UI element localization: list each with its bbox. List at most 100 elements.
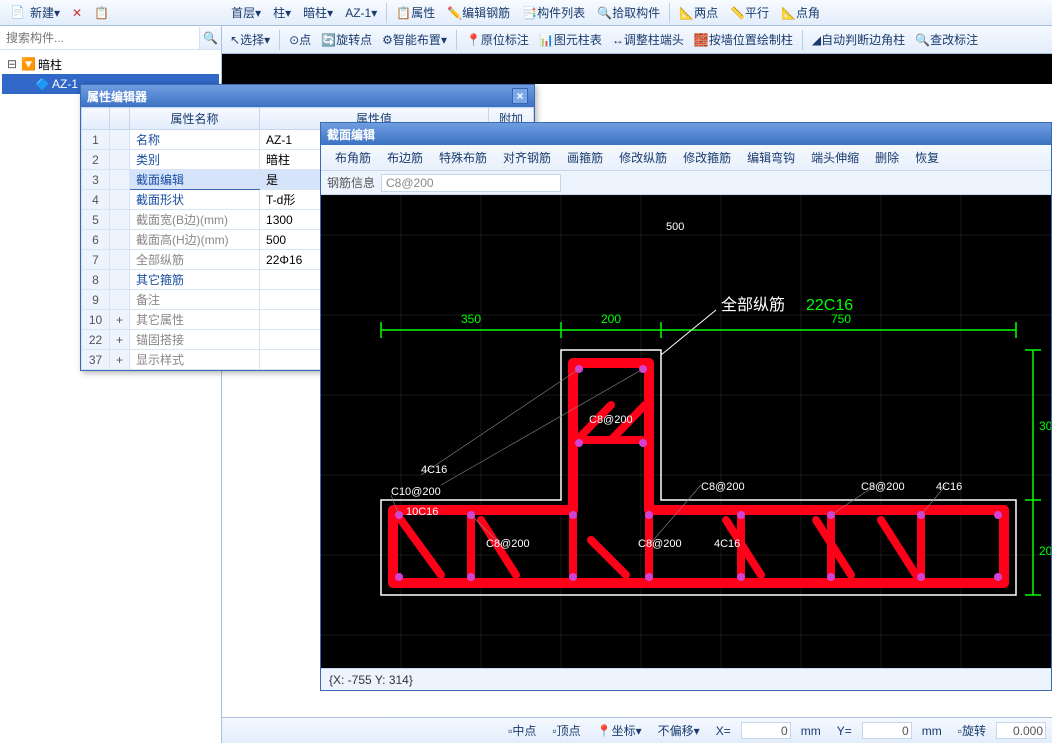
rebar-info-input[interactable] [381, 174, 561, 192]
origin-note-button[interactable]: 📍原位标注 [462, 29, 533, 51]
level-dropdown[interactable]: 首层 ▾ [225, 2, 267, 24]
top-toolbar: 📄 新建▾ ✕ 📋 首层 ▾ 柱 ▾ 暗柱 ▾ AZ-1 ▾ 📋属性 ✏️编辑钢… [0, 0, 1052, 26]
level-label: 首层 [231, 4, 255, 21]
canvas-strip [222, 54, 1052, 84]
modify-note-button[interactable]: 🔍查改标注 [911, 29, 982, 51]
point-angle-button[interactable]: 📐点角 [775, 2, 826, 24]
offset-label: 不偏移 [658, 722, 694, 739]
adjust-end-label: 调整柱端头 [624, 31, 684, 48]
svg-text:C8@200: C8@200 [589, 414, 633, 426]
svg-text:4C16: 4C16 [714, 538, 740, 550]
section-menu-item[interactable]: 特殊布筋 [431, 149, 495, 166]
section-menu-item[interactable]: 端头伸缩 [803, 149, 867, 166]
smart-label: 智能布置 [393, 31, 441, 48]
x-unit: mm [795, 724, 827, 738]
point-angle-label: 点角 [796, 4, 820, 21]
svg-text:C8@200: C8@200 [861, 481, 905, 493]
coord-toggle[interactable]: 📍坐标▾ [591, 722, 648, 739]
status-bar: ▫中点 ▫顶点 📍坐标▾ 不偏移 ▾ X= mm Y= mm ▫旋转 [222, 717, 1052, 743]
angle-input[interactable] [996, 722, 1046, 739]
delete-icon[interactable]: ✕ [66, 2, 88, 24]
property-label: 属性 [411, 4, 435, 21]
parallel-label: 平行 [745, 4, 769, 21]
tree-child-label: AZ-1 [52, 77, 78, 91]
svg-text:C8@200: C8@200 [701, 481, 745, 493]
svg-text:C10@200: C10@200 [391, 486, 441, 498]
svg-text:750: 750 [831, 312, 851, 326]
section-title-bar[interactable]: 截面编辑 [321, 123, 1051, 145]
tree-parent-row[interactable]: ⊟ 🔽 暗柱 [2, 54, 219, 74]
wall-draw-button[interactable]: 🧱按墙位置绘制柱 [690, 29, 797, 51]
svg-text:30: 30 [1039, 419, 1051, 433]
offset-dropdown[interactable]: 不偏移 ▾ [652, 722, 706, 739]
select-button[interactable]: ↖选择▾ [226, 29, 274, 51]
search-input[interactable] [0, 27, 199, 49]
pick-button[interactable]: 🔍拾取构件 [591, 2, 666, 24]
midpoint-label: 中点 [512, 722, 536, 739]
adjust-end-button[interactable]: ↔调整柱端头 [608, 29, 688, 51]
two-point-button[interactable]: 📐两点 [673, 2, 724, 24]
expand-icon[interactable]: ⊟ [6, 57, 18, 71]
new-icon: 📄 [10, 5, 26, 21]
cursor-coords: {X: -755 Y: 314} [329, 673, 413, 687]
property-button[interactable]: 📋属性 [390, 2, 441, 24]
section-editor-dialog: 截面编辑 布角筋布边筋特殊布筋对齐钢筋画箍筋修改纵筋修改箍筋编辑弯钩端头伸缩删除… [320, 122, 1052, 691]
header-name: 属性名称 [130, 108, 260, 130]
svg-text:10C16: 10C16 [406, 506, 438, 518]
tu-unit-button[interactable]: 📊图元柱表 [535, 29, 606, 51]
midpoint-toggle[interactable]: ▫中点 [502, 722, 542, 739]
parallel-button[interactable]: 📏平行 [724, 2, 775, 24]
section-menu-item[interactable]: 布边筋 [379, 149, 431, 166]
smart-button[interactable]: ⚙智能布置▾ [378, 29, 451, 51]
section-menu-item[interactable]: 对齐钢筋 [495, 149, 559, 166]
section-menu: 布角筋布边筋特殊布筋对齐钢筋画箍筋修改纵筋修改箍筋编辑弯钩端头伸缩删除恢复 [321, 145, 1051, 171]
svg-text:500: 500 [666, 221, 684, 233]
filter-icon: 🔽 [21, 57, 35, 71]
tree-parent-label: 暗柱 [38, 56, 62, 73]
copy-icon[interactable]: 📋 [88, 2, 115, 24]
svg-text:C8@200: C8@200 [486, 538, 530, 550]
y-input[interactable] [862, 722, 912, 739]
new-label: 新建 [30, 4, 54, 21]
point-button[interactable]: ⊙点 [285, 29, 315, 51]
svg-text:20: 20 [1039, 544, 1051, 558]
rotate-toggle[interactable]: ▫旋转 [952, 722, 992, 739]
section-menu-item[interactable]: 修改箍筋 [675, 149, 739, 166]
rotate-point-button[interactable]: 🔄旋转点 [317, 29, 376, 51]
component-list-label: 构件列表 [537, 4, 585, 21]
property-title-bar[interactable]: 属性编辑器 × [81, 85, 534, 107]
x-input[interactable] [741, 722, 791, 739]
rebar-info-label: 钢筋信息 [327, 174, 375, 191]
search-button[interactable]: 🔍 [199, 27, 221, 49]
subtype-dropdown[interactable]: 暗柱 ▾ [297, 2, 339, 24]
section-status-bar: {X: -755 Y: 314} [321, 668, 1051, 690]
point-label: 点 [299, 31, 311, 48]
pick-label: 拾取构件 [612, 4, 660, 21]
section-menu-item[interactable]: 删除 [867, 149, 907, 166]
vertex-toggle[interactable]: ▫顶点 [546, 722, 586, 739]
search-row: 🔍 [0, 26, 221, 50]
property-close-button[interactable]: × [512, 88, 528, 104]
svg-text:200: 200 [601, 312, 621, 326]
section-menu-item[interactable]: 画箍筋 [559, 149, 611, 166]
type-label: 柱 [273, 4, 285, 21]
section-title: 截面编辑 [327, 126, 375, 143]
subtype-label: 暗柱 [303, 4, 327, 21]
y-unit: mm [916, 724, 948, 738]
auto-corner-button[interactable]: ◢自动判断边角柱 [808, 29, 909, 51]
section-menu-item[interactable]: 布角筋 [327, 149, 379, 166]
component-dropdown[interactable]: AZ-1 ▾ [339, 2, 383, 24]
coord-label: 坐标 [612, 722, 636, 739]
section-canvas[interactable]: 500 350 200 750 30 20 全部纵筋 22C16 [321, 195, 1051, 668]
component-list-button[interactable]: 📑构件列表 [516, 2, 591, 24]
new-button[interactable]: 📄 新建▾ [4, 2, 66, 24]
modify-note-label: 查改标注 [930, 31, 978, 48]
section-menu-item[interactable]: 修改纵筋 [611, 149, 675, 166]
secondary-toolbar: ↖选择▾ ⊙点 🔄旋转点 ⚙智能布置▾ 📍原位标注 📊图元柱表 ↔调整柱端头 🧱… [222, 26, 1052, 54]
type-dropdown[interactable]: 柱 ▾ [267, 2, 297, 24]
edit-rebar-button[interactable]: ✏️编辑钢筋 [441, 2, 516, 24]
section-menu-item[interactable]: 恢复 [907, 149, 947, 166]
origin-note-label: 原位标注 [481, 31, 529, 48]
section-menu-item[interactable]: 编辑弯钩 [739, 149, 803, 166]
svg-text:C8@200: C8@200 [638, 538, 682, 550]
